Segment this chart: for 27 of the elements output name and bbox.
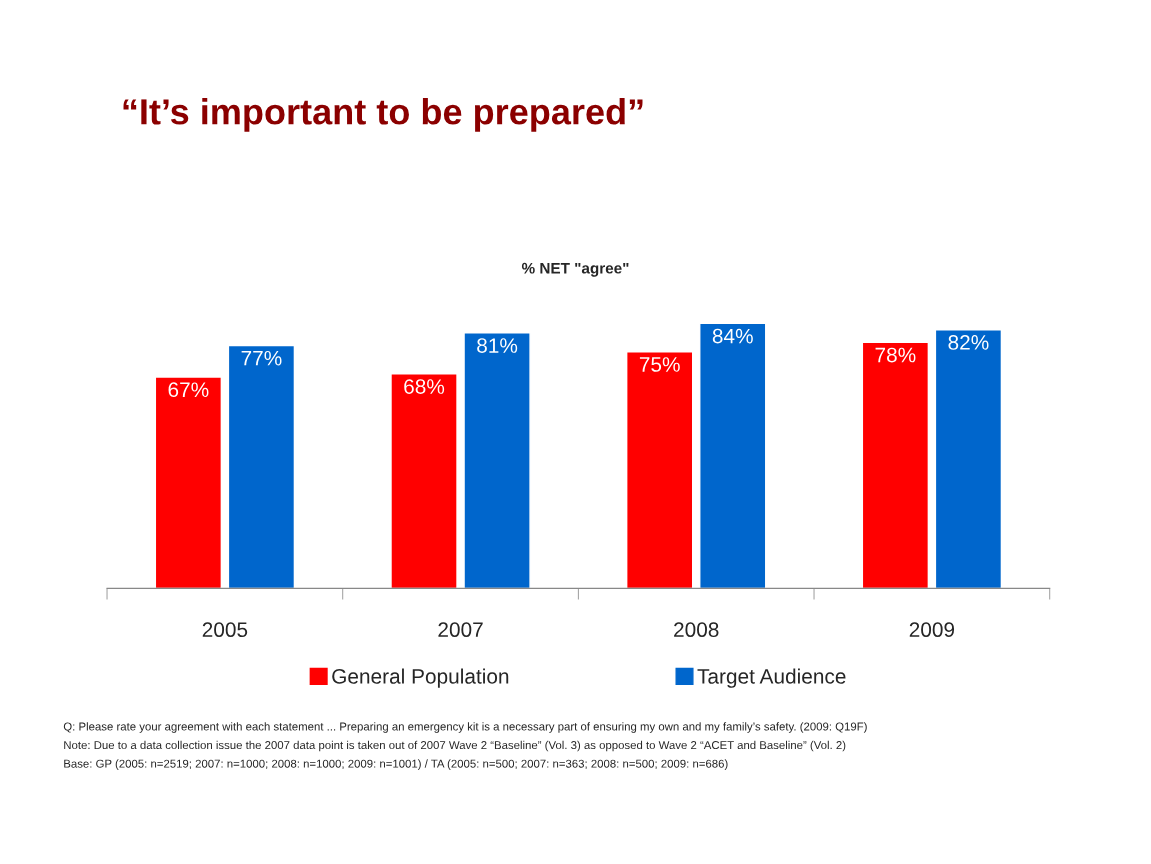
- data-label: 84%: [712, 328, 753, 344]
- bar: [227, 344, 296, 589]
- data-label: 67%: [168, 382, 209, 398]
- data-label: 75%: [639, 357, 680, 372]
- data-label: 77%: [241, 350, 282, 366]
- bar: [625, 351, 694, 589]
- data-label: 78%: [875, 347, 916, 363]
- text: Note: Due to a data collection issue the 2007 data point is taken out of 2007 Wave 2 “Baseline” (Vol. 3) as opposed to Wave 2 “ACET and Baseline” (Vol. 2): [64, 740, 846, 752]
- bar: [154, 376, 223, 589]
- data-label: 82%: [948, 335, 989, 350]
- legend-label: Target Audience: [697, 668, 846, 688]
- data-label: 68%: [404, 379, 445, 394]
- bar: [934, 329, 1003, 589]
- x-tick-label: 2007: [438, 622, 483, 638]
- chart-subtitle: % NET "agree": [521, 262, 629, 277]
- bar: [463, 332, 531, 589]
- bar: [861, 341, 930, 589]
- x-tick-label: 2008: [674, 622, 719, 638]
- text: Base: GP (2005: n=2519; 2007: n=1000; 2008: n=1000; 2009: n=1001) / TA (2005: n=500; 2007: n=363; 2008: n=500; 2009: n=686): [64, 759, 728, 770]
- data-label: 81%: [477, 338, 518, 353]
- x-tick-label: 2009: [909, 622, 955, 638]
- x-tick-label: 2005: [202, 622, 248, 638]
- chart-title: “It’s important to be prepared”: [123, 98, 643, 132]
- legend-label: General Population: [332, 668, 509, 688]
- bar: [390, 373, 458, 589]
- text: Q: Please rate your agreement with each statement ... Preparing an emergency kit is a necessary part of ensuring my own and my family’s safety. (2009: Q19F): [63, 722, 867, 733]
- bar: [699, 322, 767, 589]
